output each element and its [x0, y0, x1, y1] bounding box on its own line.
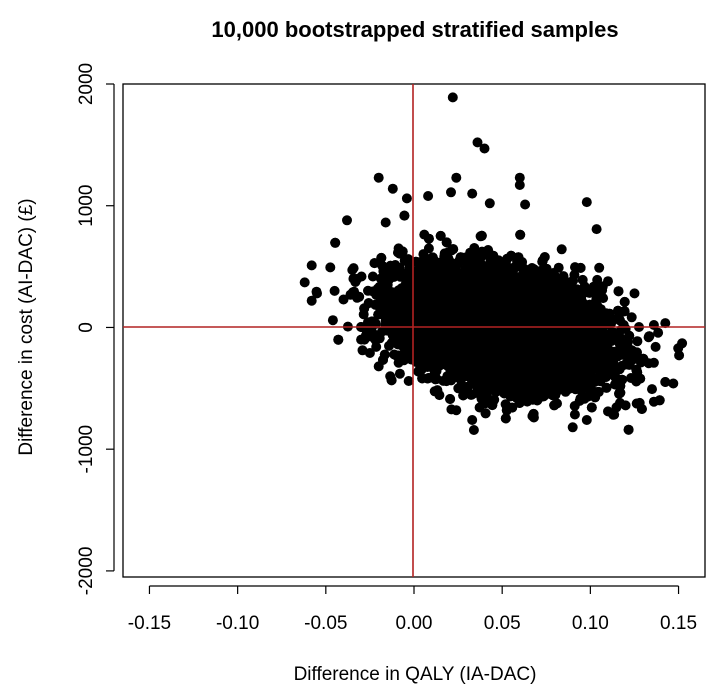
- data-point: [577, 274, 588, 285]
- data-point: [423, 243, 434, 254]
- chart-title: 10,000 bootstrapped stratified samples: [211, 17, 618, 42]
- data-point: [325, 262, 336, 273]
- data-point: [653, 327, 664, 338]
- points-layer: [299, 92, 688, 435]
- data-point: [468, 425, 479, 435]
- data-point: [674, 350, 685, 361]
- data-point: [626, 312, 637, 323]
- data-point: [556, 244, 567, 255]
- plot-frame: [122, 83, 706, 578]
- data-point: [367, 271, 378, 282]
